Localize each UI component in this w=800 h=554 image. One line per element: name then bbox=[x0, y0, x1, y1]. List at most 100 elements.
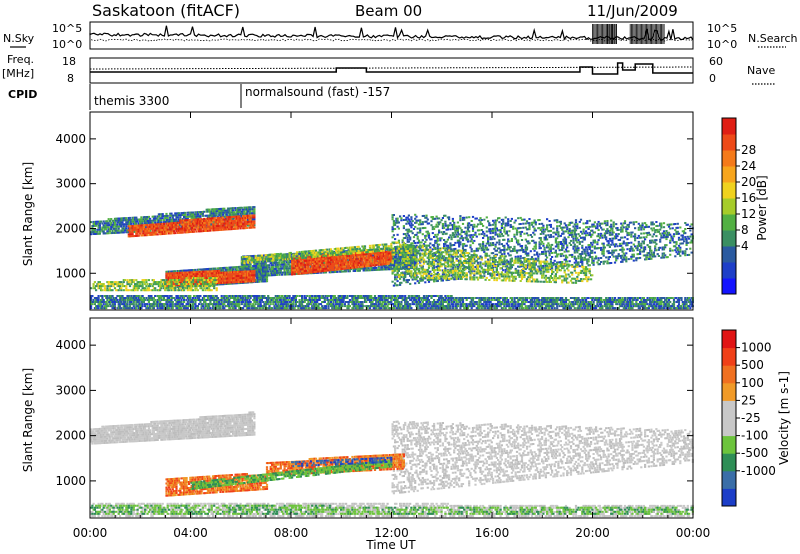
echo-cell bbox=[112, 305, 115, 308]
echo-cell bbox=[677, 299, 681, 301]
echo-cell bbox=[248, 305, 251, 308]
echo-cell bbox=[503, 303, 506, 306]
echo-cell bbox=[209, 299, 212, 301]
echo-cell bbox=[319, 297, 323, 299]
echo-cell bbox=[647, 307, 650, 310]
echo-cell bbox=[419, 297, 422, 299]
echo-cell bbox=[299, 295, 302, 297]
echo-cell bbox=[367, 297, 370, 299]
echo-cell bbox=[527, 307, 530, 310]
echo-cell bbox=[154, 221, 157, 224]
echo-cell bbox=[640, 299, 643, 301]
echo-cell bbox=[254, 307, 257, 310]
echo-cell bbox=[596, 299, 599, 301]
echo-cell bbox=[301, 297, 304, 299]
echo-cell bbox=[448, 307, 451, 310]
echo-cell bbox=[445, 307, 448, 310]
echo-cell bbox=[396, 301, 399, 303]
echo-cell bbox=[444, 297, 447, 299]
echo-cell bbox=[215, 299, 218, 301]
echo-cell bbox=[495, 299, 498, 301]
echo-cell bbox=[262, 301, 265, 303]
echo-cell bbox=[586, 297, 589, 299]
echo-cell bbox=[430, 305, 433, 308]
echo-cell bbox=[210, 297, 213, 299]
echo-cell bbox=[441, 305, 444, 308]
echo-cell bbox=[518, 303, 521, 306]
echo-cell bbox=[289, 299, 292, 301]
echo-cell bbox=[161, 217, 164, 220]
echo-cell bbox=[200, 299, 203, 301]
echo-cell bbox=[583, 307, 586, 310]
echo-cell bbox=[471, 305, 475, 308]
echo-cell bbox=[661, 301, 664, 303]
echo-cell bbox=[405, 303, 408, 306]
echo-cell bbox=[669, 305, 672, 308]
echo-cell bbox=[286, 265, 289, 268]
echo-cell bbox=[534, 305, 537, 308]
echo-cell bbox=[528, 307, 531, 310]
echo-cell bbox=[484, 307, 487, 310]
echo-cell bbox=[468, 305, 471, 308]
echo-cell bbox=[415, 299, 418, 301]
echo-cell bbox=[105, 297, 108, 299]
echo-cell bbox=[101, 301, 104, 303]
echo-cell bbox=[151, 307, 154, 310]
echo-cell bbox=[642, 297, 645, 299]
echo-cell bbox=[321, 305, 324, 308]
echo-cell bbox=[279, 303, 282, 306]
echo-cell bbox=[136, 299, 139, 301]
echo-cell bbox=[561, 305, 564, 308]
echo-cell bbox=[265, 280, 269, 283]
echo-cell bbox=[144, 305, 147, 308]
echo-cell bbox=[260, 299, 263, 301]
echo-cell bbox=[639, 297, 642, 299]
echo-cell bbox=[95, 305, 98, 308]
echo-cell bbox=[243, 295, 246, 297]
echo-cell bbox=[607, 301, 610, 303]
echo-cell bbox=[406, 303, 409, 306]
echo-cell bbox=[514, 297, 517, 299]
station-title: Saskatoon (fitACF) bbox=[92, 1, 240, 20]
echo-cell bbox=[421, 301, 424, 303]
echo-cell bbox=[525, 299, 529, 301]
echo-cell bbox=[488, 301, 491, 303]
echo-cell bbox=[595, 305, 598, 308]
echo-cell bbox=[404, 307, 407, 310]
echo-cell bbox=[210, 299, 213, 301]
echo-cell bbox=[125, 297, 128, 299]
echo-cell bbox=[520, 297, 524, 299]
echo-cell bbox=[471, 299, 475, 301]
echo-cell bbox=[656, 303, 659, 306]
echo-cell bbox=[512, 307, 515, 310]
echo-cell bbox=[420, 303, 423, 306]
echo-cell bbox=[167, 307, 171, 310]
echo-cell bbox=[500, 303, 503, 306]
echo-cell bbox=[417, 303, 421, 306]
echo-cell bbox=[461, 305, 465, 308]
echo-cell bbox=[214, 305, 217, 308]
echo-cell bbox=[179, 307, 182, 310]
echo-cell bbox=[170, 212, 173, 215]
echo-cell bbox=[115, 227, 118, 230]
echo-cell bbox=[108, 299, 111, 301]
echo-cell bbox=[132, 297, 135, 299]
echo-cell bbox=[268, 297, 271, 299]
echo-cell bbox=[347, 301, 350, 303]
echo-cell bbox=[188, 295, 191, 297]
echo-cell bbox=[250, 295, 253, 297]
echo-cell bbox=[635, 301, 638, 303]
echo-cell bbox=[312, 307, 315, 310]
echo-cell bbox=[308, 307, 311, 310]
echo-cell bbox=[112, 307, 115, 310]
echo-cell bbox=[337, 303, 340, 306]
echo-cell bbox=[296, 305, 299, 308]
echo-cell bbox=[175, 297, 178, 299]
echo-cell bbox=[514, 305, 517, 308]
echo-cell bbox=[662, 303, 666, 306]
echo-cell bbox=[201, 214, 204, 217]
echo-cell bbox=[116, 295, 119, 297]
echo-cell bbox=[322, 297, 325, 299]
echo-cell bbox=[307, 299, 310, 301]
echo-cell bbox=[203, 301, 206, 303]
